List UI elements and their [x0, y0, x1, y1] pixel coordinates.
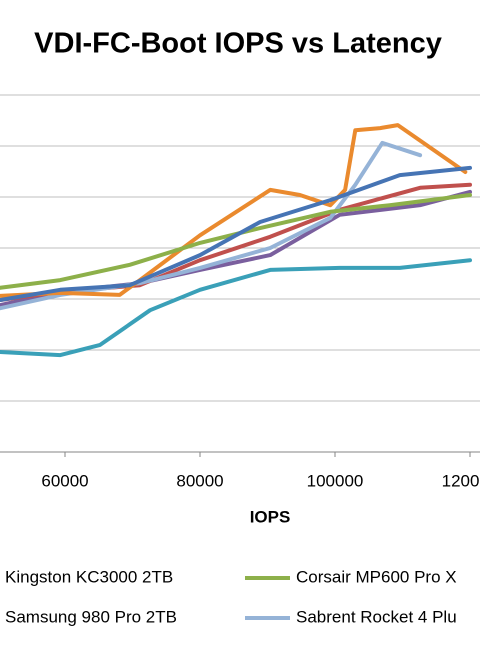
- legend-label: Corsair MP600 Pro X: [296, 567, 457, 586]
- series-line: [0, 258, 472, 358]
- legend-label: Sabrent Rocket 4 Plu: [296, 607, 457, 626]
- series-line: [0, 140, 423, 311]
- legend-label: Kingston KC3000 2TB: [5, 567, 173, 586]
- x-tick-label: 120000: [442, 471, 480, 490]
- x-tick-label: 60000: [41, 471, 88, 490]
- x-tick-label: 100000: [307, 471, 364, 490]
- chart-title: VDI-FC-Boot IOPS vs Latency: [34, 28, 442, 60]
- series-line: [0, 123, 468, 298]
- x-tick-label: 80000: [176, 471, 223, 490]
- legend-label: Samsung 980 Pro 2TB: [5, 607, 177, 626]
- series-line: [0, 165, 472, 302]
- x-axis-label: IOPS: [250, 507, 291, 526]
- series-line: [0, 193, 472, 290]
